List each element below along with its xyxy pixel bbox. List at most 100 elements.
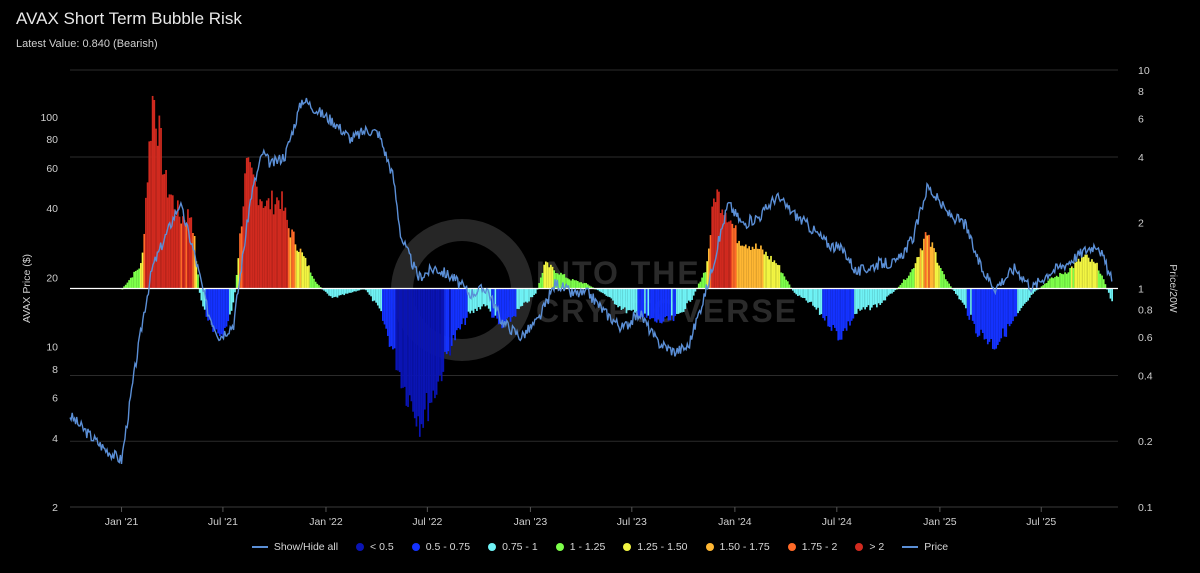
ratio-bar xyxy=(686,288,688,304)
right-axis-tick: 4 xyxy=(1138,152,1144,164)
ratio-bar xyxy=(1069,268,1071,289)
legend-label: 1.25 - 1.50 xyxy=(637,541,688,553)
ratio-bar xyxy=(1074,262,1077,289)
ratio-bar xyxy=(392,288,394,350)
ratio-bar xyxy=(1007,288,1009,324)
ratio-bar xyxy=(625,288,628,314)
ratio-bar xyxy=(222,288,225,338)
ratio-bar xyxy=(534,288,537,294)
ratio-bar xyxy=(482,288,485,305)
ratio-bar xyxy=(758,248,761,289)
ratio-bar xyxy=(815,288,818,310)
legend-item[interactable]: 1.75 - 2 xyxy=(787,541,837,553)
legend-dot-icon xyxy=(488,543,497,551)
ratio-bar xyxy=(487,288,490,309)
ratio-bar xyxy=(770,255,772,289)
ratio-bar xyxy=(227,288,230,322)
ratio-bar xyxy=(375,288,377,303)
ratio-bar xyxy=(691,288,693,300)
ratio-bar xyxy=(933,248,935,289)
ratio-bar xyxy=(805,288,808,301)
ratio-bar xyxy=(659,288,661,323)
ratio-bar xyxy=(598,288,601,292)
left-axis-tick: 60 xyxy=(46,163,58,175)
price-series-line xyxy=(69,97,1113,464)
ratio-bar xyxy=(946,281,949,289)
ratio-bar xyxy=(869,288,871,311)
ratio-bar xyxy=(358,288,361,291)
ratio-bar xyxy=(822,288,824,319)
ratio-bar xyxy=(741,245,744,289)
ratio-bar xyxy=(970,288,972,315)
ratio-bar xyxy=(938,265,940,289)
legend-label: 1.50 - 1.75 xyxy=(719,541,770,553)
ratio-bar xyxy=(215,288,218,330)
ratio-bar xyxy=(655,288,658,323)
ratio-bar xyxy=(546,262,549,289)
ratio-bar xyxy=(318,285,320,289)
ratio-bar xyxy=(662,288,665,322)
ratio-bar xyxy=(694,288,697,292)
ratio-bar xyxy=(229,288,231,315)
ratio-bar xyxy=(652,288,655,319)
ratio-bar xyxy=(339,288,342,296)
ratio-bar xyxy=(521,288,524,306)
ratio-bar xyxy=(550,264,552,289)
ratio-bar xyxy=(884,288,887,301)
ratio-bar xyxy=(494,288,497,316)
ratio-bar xyxy=(141,252,144,289)
legend-item[interactable]: Price xyxy=(902,541,948,553)
ratio-bar xyxy=(597,288,599,291)
left-axis-tick: 4 xyxy=(52,433,58,445)
ratio-bar xyxy=(585,283,588,289)
ratio-bar xyxy=(980,288,982,330)
ratio-bar xyxy=(724,212,727,289)
ratio-bar xyxy=(474,288,477,309)
ratio-bar xyxy=(765,251,767,289)
legend-dot-icon xyxy=(855,543,864,551)
ratio-bar xyxy=(355,288,357,292)
legend-item[interactable]: 0.75 - 1 xyxy=(488,541,538,553)
ratio-bar xyxy=(467,288,470,312)
ratio-bar xyxy=(733,228,735,289)
legend-item[interactable]: 1.25 - 1.50 xyxy=(623,541,688,553)
x-axis-tick: Jan '23 xyxy=(514,516,548,528)
ratio-bar xyxy=(345,288,347,294)
legend-item[interactable]: 0.5 - 0.75 xyxy=(411,541,470,553)
legend-item[interactable]: > 2 xyxy=(855,541,884,553)
ratio-bar xyxy=(173,209,176,289)
legend-dot-icon xyxy=(705,543,714,551)
ratio-bar xyxy=(224,288,226,328)
legend-item[interactable]: < 0.5 xyxy=(356,541,394,553)
ratio-bar xyxy=(1023,288,1026,304)
right-axis-tick: 0.6 xyxy=(1138,332,1153,344)
legend-item[interactable]: 1 - 1.25 xyxy=(555,541,605,553)
ratio-bar xyxy=(198,288,201,293)
legend-item[interactable]: 1.50 - 1.75 xyxy=(705,541,770,553)
ratio-bar xyxy=(376,288,379,306)
ratio-bar xyxy=(429,288,431,403)
ratio-bar xyxy=(820,288,823,315)
price-line xyxy=(69,97,1113,464)
ratio-bar xyxy=(153,99,156,289)
legend-item[interactable]: Show/Hide all xyxy=(251,541,338,553)
ratio-bar xyxy=(649,288,651,320)
ratio-bar xyxy=(667,288,670,321)
ratio-bar xyxy=(272,214,275,289)
left-axis-tick: 2 xyxy=(52,502,58,514)
ratio-bar xyxy=(1035,288,1038,291)
ratio-bar xyxy=(795,288,798,295)
ratio-bar xyxy=(654,288,656,322)
ratio-bar xyxy=(919,248,922,289)
ratio-bar xyxy=(513,288,515,317)
ratio-bar xyxy=(731,223,734,289)
ratio-bar xyxy=(161,174,164,289)
ratio-bar xyxy=(1017,288,1019,314)
ratio-bar xyxy=(672,288,675,322)
ratio-bar xyxy=(958,288,961,300)
ratio-bar xyxy=(573,280,576,289)
ratio-bar xyxy=(183,220,186,289)
ratio-bar xyxy=(726,222,729,289)
ratio-bar xyxy=(677,288,680,314)
